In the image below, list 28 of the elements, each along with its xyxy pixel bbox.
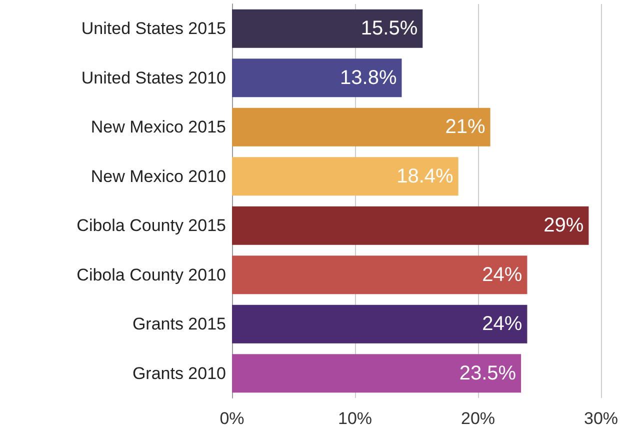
data-label: 21% — [445, 116, 486, 138]
x-tick-label: 10% — [338, 409, 372, 428]
y-tick-label: Cibola County 2015 — [76, 216, 226, 236]
y-tick-label: Cibola County 2010 — [76, 265, 226, 284]
y-tick-label: Grants 2015 — [132, 314, 226, 334]
data-label: 24% — [482, 313, 522, 336]
y-tick-label: Grants 2010 — [132, 364, 226, 383]
data-label: 18.4% — [396, 165, 454, 188]
y-tick-label: United States 2015 — [81, 19, 226, 38]
data-label: 23.5% — [459, 362, 516, 384]
data-label: 24% — [482, 264, 522, 286]
x-tick-label: 0% — [220, 409, 244, 428]
y-tick-label: New Mexico 2010 — [90, 166, 226, 186]
bar — [232, 157, 458, 196]
bar — [232, 354, 522, 393]
data-label: 15.5% — [360, 18, 418, 40]
x-tick-label: 30% — [584, 409, 618, 428]
x-tick-label: 20% — [460, 409, 496, 428]
data-label: 13.8% — [340, 66, 397, 89]
y-tick-label: United States 2010 — [81, 68, 226, 88]
y-tick-label: New Mexico 2015 — [90, 118, 226, 137]
bar — [232, 108, 490, 146]
bar — [232, 256, 528, 294]
bar — [232, 9, 423, 48]
bar — [232, 58, 402, 98]
bar — [232, 304, 528, 344]
bar — [232, 206, 589, 245]
data-label: 29% — [544, 214, 584, 237]
